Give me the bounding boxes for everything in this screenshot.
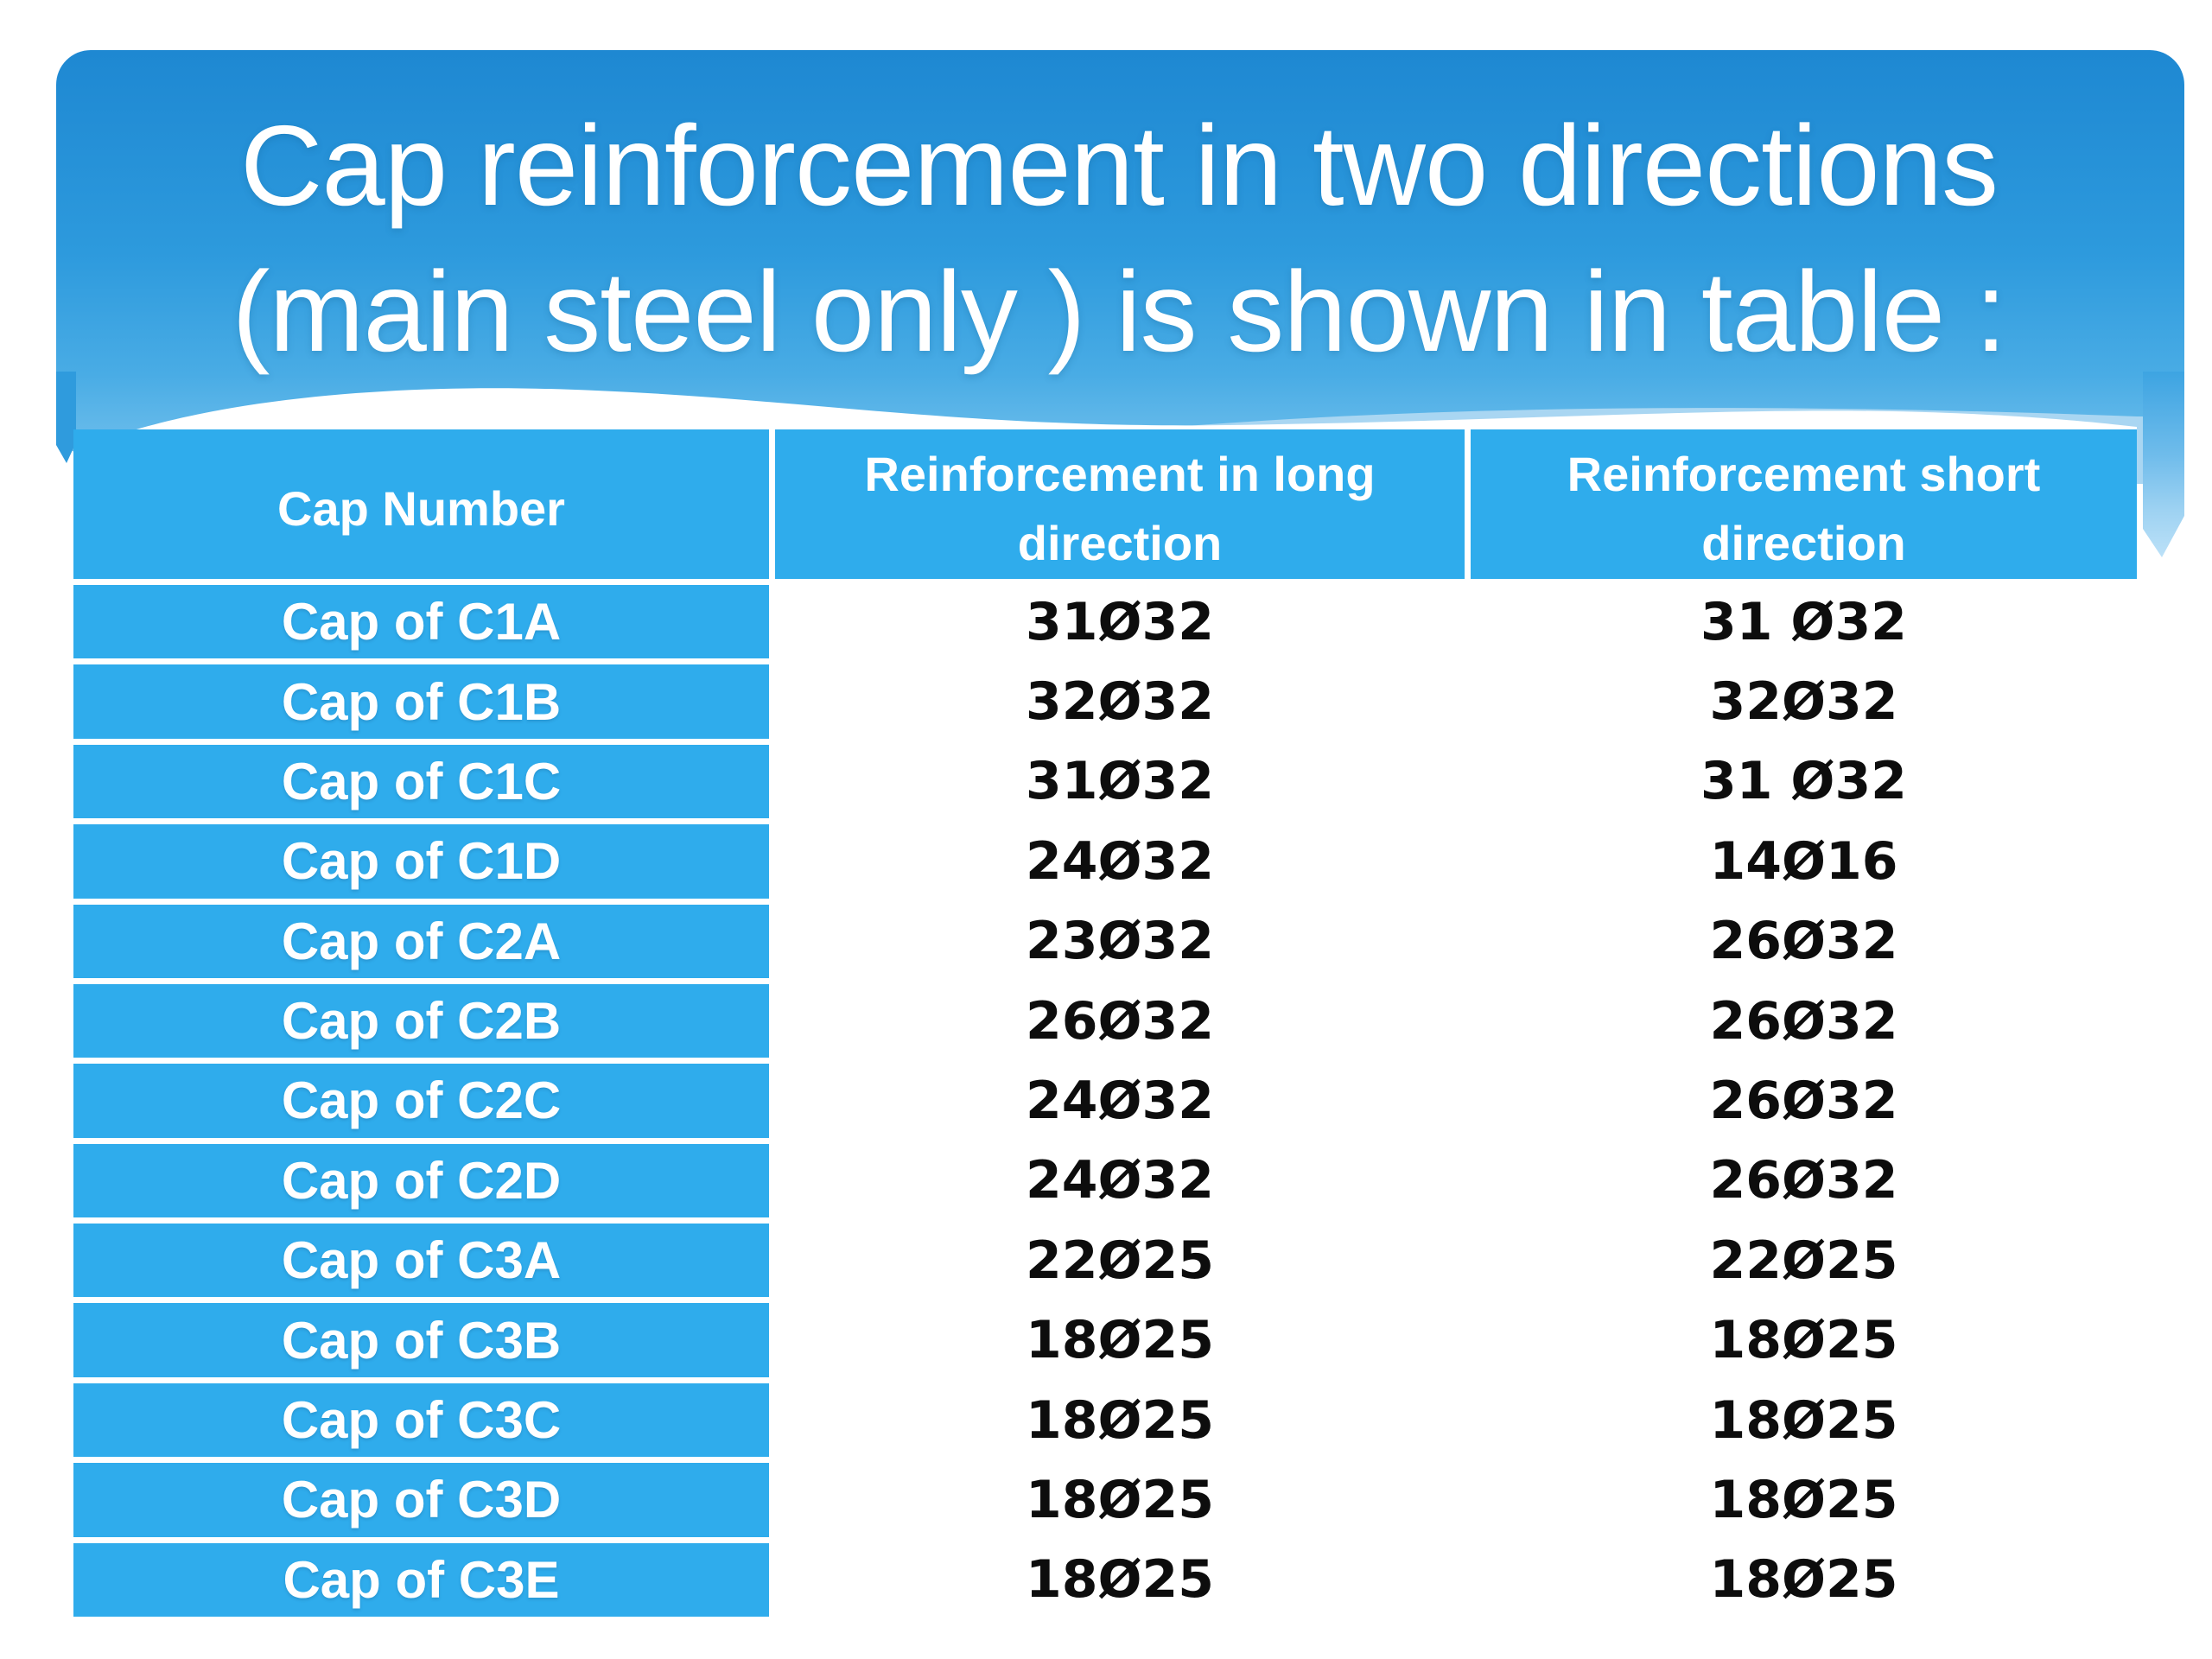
column-header-long-direction: Reinforcement in long direction	[775, 429, 1465, 579]
short-direction-value-cell: 32Ø32	[1471, 664, 2137, 738]
long-direction-value-cell-text: 31Ø32	[1026, 591, 1214, 652]
column-header-cap-number: Cap Number	[73, 429, 769, 579]
cap-number-cell: Cap of C3D	[73, 1463, 769, 1537]
short-direction-value-cell-text: 18Ø25	[1709, 1469, 1898, 1530]
long-direction-value-cell: 32Ø32	[775, 664, 1465, 738]
cap-number-cell-text: Cap of C1D	[281, 832, 562, 891]
long-direction-value-cell: 22Ø25	[775, 1224, 1465, 1297]
long-direction-value-cell: 18Ø25	[775, 1543, 1465, 1617]
cap-number-cell-text: Cap of C1A	[281, 593, 562, 652]
short-direction-value-cell: 14Ø16	[1471, 824, 2137, 898]
cap-number-cell-text: Cap of C3C	[281, 1391, 562, 1450]
cap-number-cell-text: Cap of C1C	[281, 752, 562, 810]
long-direction-value-cell: 31Ø32	[775, 585, 1465, 658]
cap-number-cell: Cap of C1C	[73, 744, 769, 819]
long-direction-value-cell-text: 31Ø32	[1026, 751, 1214, 812]
short-direction-value-cell: 26Ø32	[1471, 984, 2137, 1058]
short-direction-value-cell: 18Ø25	[1471, 1383, 2137, 1457]
short-direction-value-cell: 18Ø25	[1471, 1463, 2137, 1536]
short-direction-value-cell-text: 26Ø32	[1709, 1150, 1898, 1211]
long-direction-value-cell-text: 18Ø25	[1026, 1549, 1214, 1611]
short-direction-value-cell: 31 Ø32	[1471, 745, 2137, 818]
title-panel	[56, 50, 2184, 456]
short-direction-value-cell: 22Ø25	[1471, 1224, 2137, 1297]
header-text: Reinforcement in long	[864, 446, 1376, 501]
right-edge-ribbon	[2143, 372, 2184, 557]
cap-number-cell-text: Cap of C1B	[281, 672, 562, 731]
long-direction-value-cell: 18Ø25	[775, 1463, 1465, 1536]
short-direction-value-cell-text: 18Ø25	[1709, 1549, 1898, 1611]
short-direction-value-cell-text: 18Ø25	[1709, 1310, 1898, 1371]
long-direction-value-cell-text: 26Ø32	[1026, 990, 1214, 1052]
short-direction-value-cell-text: 26Ø32	[1709, 990, 1898, 1052]
long-direction-value-cell-text: 18Ø25	[1026, 1310, 1214, 1371]
long-direction-value-cell-text: 24Ø32	[1026, 1070, 1214, 1131]
cap-number-cell: Cap of C1A	[73, 585, 769, 659]
short-direction-value-cell-text: 26Ø32	[1709, 1070, 1898, 1131]
cap-number-cell-text: Cap of C3D	[281, 1471, 562, 1529]
long-direction-value-cell-text: 24Ø32	[1026, 1150, 1214, 1211]
short-direction-value-cell: 26Ø32	[1471, 905, 2137, 978]
short-direction-value-cell: 26Ø32	[1471, 1144, 2137, 1217]
cap-number-cell-text: Cap of C2B	[281, 992, 562, 1051]
long-direction-value-cell: 18Ø25	[775, 1383, 1465, 1457]
short-direction-value-cell: 18Ø25	[1471, 1543, 2137, 1617]
reinforcement-table: Cap Number Reinforcement in long directi…	[73, 429, 2137, 1617]
long-direction-value-cell: 24Ø32	[775, 1064, 1465, 1137]
short-direction-value-cell-text: 26Ø32	[1709, 911, 1898, 972]
long-direction-value-cell-text: 24Ø32	[1026, 830, 1214, 892]
long-direction-value-cell: 18Ø25	[775, 1303, 1465, 1376]
cap-number-cell-text: Cap of C2D	[281, 1151, 562, 1210]
header-text: Reinforcement short	[1567, 446, 2041, 501]
cap-number-cell-text: Cap of C2C	[281, 1071, 562, 1130]
cap-number-cell: Cap of C2D	[73, 1143, 769, 1218]
cap-number-cell: Cap of C3B	[73, 1303, 769, 1377]
cap-number-cell: Cap of C2A	[73, 904, 769, 978]
cap-number-cell: Cap of C3A	[73, 1224, 769, 1298]
long-direction-value-cell: 23Ø32	[775, 905, 1465, 978]
cap-number-cell: Cap of C3C	[73, 1382, 769, 1458]
short-direction-value-cell-text: 31 Ø32	[1700, 751, 1907, 812]
long-direction-value-cell-text: 22Ø25	[1026, 1230, 1214, 1291]
slide-title: Cap reinforcement in two directions (mai…	[112, 93, 2126, 385]
header-text: direction	[1701, 515, 1906, 570]
long-direction-value-cell: 31Ø32	[775, 745, 1465, 818]
cap-number-cell: Cap of C1D	[73, 824, 769, 899]
short-direction-value-cell: 18Ø25	[1471, 1303, 2137, 1376]
cap-number-cell: Cap of C3E	[73, 1542, 769, 1617]
cap-number-cell-text: Cap of C3B	[281, 1311, 562, 1370]
short-direction-value-cell-text: 31 Ø32	[1700, 591, 1907, 652]
long-direction-value-cell-text: 18Ø25	[1026, 1469, 1214, 1530]
long-direction-value-cell: 24Ø32	[775, 1144, 1465, 1217]
short-direction-value-cell: 31 Ø32	[1471, 585, 2137, 658]
cap-number-cell: Cap of C1B	[73, 664, 769, 739]
cap-number-cell-text: Cap of C2A	[281, 912, 562, 970]
header-text: direction	[1017, 515, 1223, 570]
cap-number-cell-text: Cap of C3A	[281, 1231, 562, 1290]
header-text: Cap Number	[277, 480, 565, 536]
short-direction-value-cell-text: 32Ø32	[1709, 671, 1898, 733]
long-direction-value-cell: 24Ø32	[775, 824, 1465, 898]
cap-number-cell: Cap of C2B	[73, 983, 769, 1058]
long-direction-value-cell: 26Ø32	[775, 984, 1465, 1058]
short-direction-value-cell: 26Ø32	[1471, 1064, 2137, 1137]
cap-number-cell: Cap of C2C	[73, 1064, 769, 1138]
slide-title-line2: (main steel only ) is shown in table :	[232, 247, 2007, 375]
column-header-short-direction: Reinforcement short direction	[1471, 429, 2137, 579]
cap-number-cell-text: Cap of C3E	[283, 1550, 560, 1609]
left-edge-ribbon	[56, 372, 76, 463]
long-direction-value-cell-text: 32Ø32	[1026, 671, 1214, 733]
slide-title-line1: Cap reinforcement in two directions	[240, 102, 1999, 229]
short-direction-value-cell-text: 18Ø25	[1709, 1389, 1898, 1451]
long-direction-value-cell-text: 23Ø32	[1026, 911, 1214, 972]
long-direction-value-cell-text: 18Ø25	[1026, 1389, 1214, 1451]
short-direction-value-cell-text: 14Ø16	[1709, 830, 1898, 892]
short-direction-value-cell-text: 22Ø25	[1709, 1230, 1898, 1291]
